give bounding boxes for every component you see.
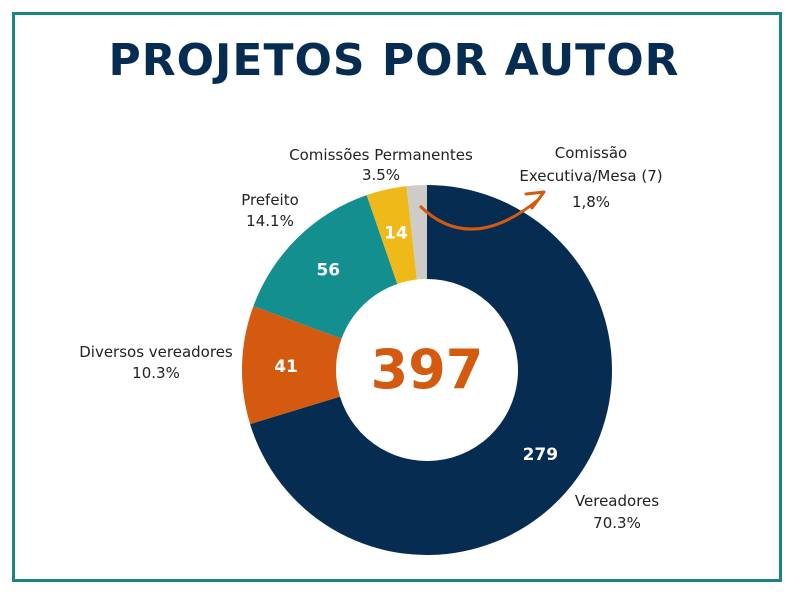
slice-prefeito: [253, 195, 398, 339]
label-vereadores: Vereadores: [575, 492, 659, 510]
label-diversos-vereadores: Diversos vereadores: [79, 343, 233, 361]
slice-vereadores: [250, 185, 612, 556]
pointer-arrow: [418, 198, 539, 231]
value-label: 56: [316, 260, 340, 280]
pointer-arrow-head: [524, 190, 546, 210]
value-label: 14: [384, 223, 408, 243]
percent-prefeito: 14.1%: [246, 212, 294, 230]
label-comissao-executiva-line2: Executiva/Mesa (7): [519, 167, 662, 185]
chart-title: PROJETOS POR AUTOR: [108, 35, 680, 86]
chart-frame: [12, 12, 782, 582]
percent-comissao-executiva: 1,8%: [572, 193, 610, 211]
percent-diversos-vereadores: 10.3%: [132, 364, 180, 382]
value-label: 41: [274, 357, 298, 377]
percent-comissoes-permanentes: 3.5%: [362, 166, 400, 184]
slice-comiss-es-permanentes: [366, 186, 417, 284]
percent-vereadores: 70.3%: [593, 514, 641, 532]
label-comissoes-permanentes: Comissões Permanentes: [289, 146, 473, 164]
total-count: 397: [371, 338, 484, 401]
slice-diversos-vereadores: [241, 306, 342, 425]
label-comissao-executiva-line1: Comissão: [555, 144, 627, 162]
label-prefeito: Prefeito: [241, 191, 299, 209]
value-label: 279: [523, 445, 559, 465]
